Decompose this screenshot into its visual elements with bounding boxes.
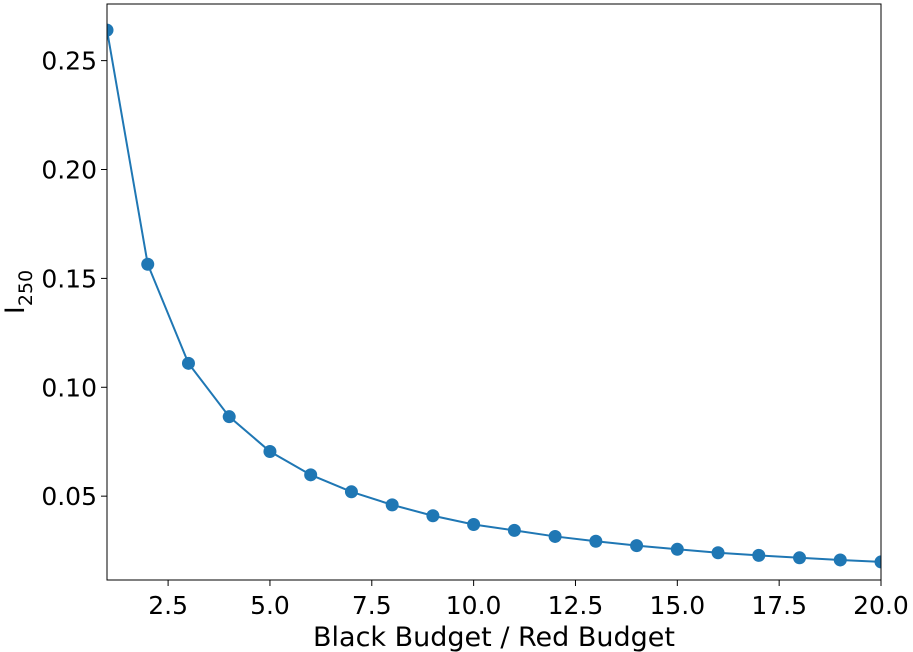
data-point xyxy=(385,498,399,512)
x-tick-label: 17.5 xyxy=(751,591,807,620)
data-point xyxy=(141,257,155,271)
series-layer xyxy=(107,23,881,569)
data-point xyxy=(507,523,521,537)
data-point xyxy=(107,23,114,37)
data-point xyxy=(752,548,766,562)
data-point xyxy=(181,356,195,370)
series-line xyxy=(107,29,881,563)
y-axis-label-subscript: 250 xyxy=(15,270,37,306)
x-tick-label: 20.0 xyxy=(853,591,909,620)
data-point xyxy=(630,539,644,553)
data-point xyxy=(467,517,481,531)
x-tick-label: 10.0 xyxy=(446,591,502,620)
x-tick-label: 15.0 xyxy=(649,591,705,620)
y-tick-label: 0.05 xyxy=(41,482,97,511)
x-tick-label: 2.5 xyxy=(148,591,188,620)
data-point xyxy=(793,551,807,565)
ticks-layer: 2.5 5.0 7.5 10.0 12.5 15.0 17.5 20.0 0.05 0.10 0.1… xyxy=(41,47,909,620)
data-point xyxy=(874,555,881,569)
data-point xyxy=(222,410,236,424)
x-axis-label: Black Budget / Red Budget xyxy=(313,622,675,652)
data-point xyxy=(589,534,603,548)
plot-background xyxy=(107,4,881,580)
y-tick-label: 0.15 xyxy=(41,264,97,293)
data-point xyxy=(263,445,277,459)
x-tick-label: 7.5 xyxy=(352,591,392,620)
x-tick-label: 5.0 xyxy=(250,591,290,620)
data-point xyxy=(833,553,847,567)
y-tick-label: 0.10 xyxy=(41,373,97,402)
y-tick-label: 0.20 xyxy=(41,156,97,185)
data-point xyxy=(670,542,684,556)
data-point xyxy=(426,509,440,523)
data-point xyxy=(711,546,725,560)
data-point xyxy=(344,485,358,499)
y-tick-label: 0.25 xyxy=(41,47,97,76)
data-point xyxy=(548,529,562,543)
y-axis-label: I250 xyxy=(0,270,37,314)
x-tick-label: 12.5 xyxy=(548,591,604,620)
data-point xyxy=(304,468,318,482)
plot-frame xyxy=(106,3,882,581)
y-axis-label-main: I xyxy=(0,306,31,314)
